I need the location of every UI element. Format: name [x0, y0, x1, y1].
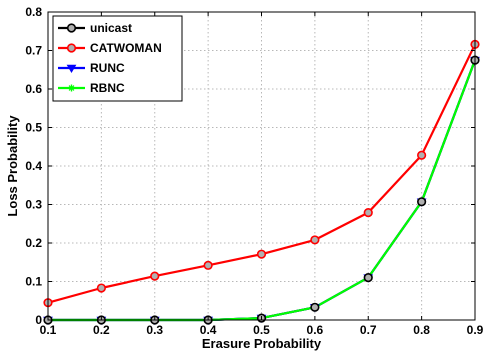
y-tick-label: 0.7 — [25, 44, 42, 58]
y-tick-label: 0.5 — [25, 121, 42, 135]
unicast-point — [310, 302, 320, 312]
legend-box — [52, 15, 183, 102]
y-axis-label: Loss Probability — [5, 115, 20, 217]
legend-marker-catwoman — [66, 43, 77, 53]
catwoman-point — [363, 207, 373, 218]
catwoman-point — [150, 271, 160, 281]
unicast-point — [363, 273, 373, 283]
catwoman-point — [310, 235, 320, 245]
y-tick-label: 0.3 — [25, 198, 42, 212]
legend-label-runc: RUNC — [90, 61, 125, 75]
x-tick-label: 0.9 — [467, 323, 484, 337]
x-axis-label: Erasure Probability — [202, 336, 322, 351]
catwoman-point — [256, 249, 267, 259]
unicast-point — [417, 197, 427, 207]
x-tick-label: 0.3 — [146, 323, 163, 337]
y-tick-label: 0.8 — [25, 5, 42, 19]
x-tick-label: 0.1 — [40, 323, 57, 337]
y-tick-label: 0.4 — [25, 159, 42, 173]
legend: unicast CATWOMAN RUNC RBNC — [52, 15, 183, 102]
catwoman-point — [417, 150, 427, 160]
y-tick-label: 0 — [35, 313, 42, 327]
legend-label-unicast: unicast — [90, 21, 132, 35]
x-tick-label: 0.4 — [200, 323, 217, 337]
legend-label-rbnc: RBNC — [90, 81, 125, 95]
tick-layer: 0.1 0.2 0.3 0.4 0.5 0.6 0.7 0.8 0.900.10.20.30.4… — [25, 5, 483, 337]
legend-label-catwoman: CATWOMAN — [90, 41, 162, 55]
x-tick-label: 0.6 — [307, 323, 324, 337]
x-tick-label: 0.2 — [93, 323, 110, 337]
y-tick-label: 0.6 — [25, 82, 42, 96]
x-tick-label: 0.7 — [360, 323, 377, 337]
x-tick-label: 0.8 — [413, 323, 430, 337]
y-tick-label: 0.1 — [25, 275, 42, 289]
x-tick-label: 0.5 — [253, 323, 270, 337]
catwoman-point — [203, 260, 213, 270]
legend-marker-unicast — [66, 23, 77, 33]
legend-marker-rbnc — [68, 84, 75, 92]
legend-marker-runc — [66, 64, 77, 73]
y-tick-label: 0.2 — [25, 236, 42, 250]
catwoman-point — [96, 283, 106, 293]
